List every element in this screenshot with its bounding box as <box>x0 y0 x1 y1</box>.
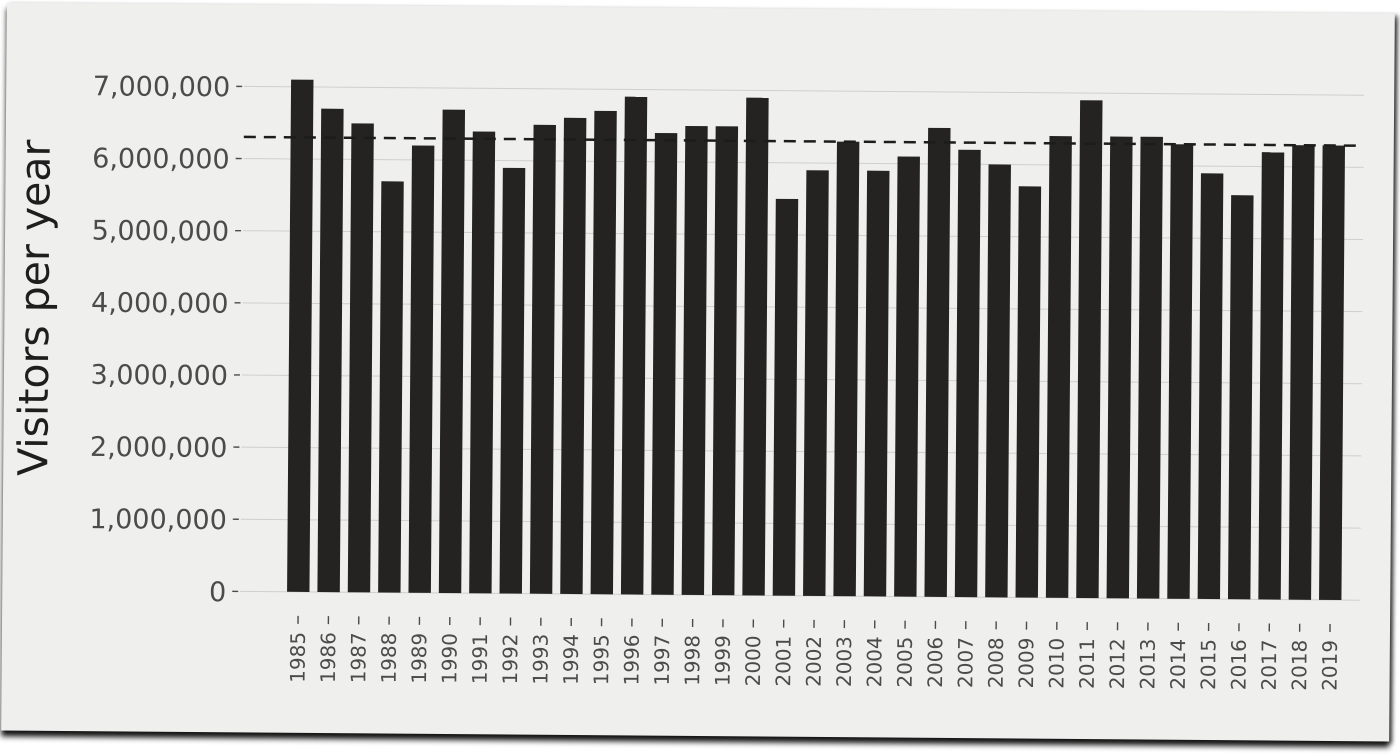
x-tick-label: 1993 <box>528 634 552 685</box>
bar-2002 <box>803 170 829 597</box>
x-tick-label: 1985 <box>286 632 310 683</box>
x-tick-label: 2012 <box>1105 638 1129 689</box>
reference-line-layer <box>243 135 1364 147</box>
x-tick-label: 2018 <box>1287 640 1311 691</box>
bar-2019 <box>1319 145 1345 601</box>
bar-2009 <box>1015 186 1042 598</box>
bar-1989 <box>408 145 435 593</box>
x-tick-label: 1992 <box>498 633 522 684</box>
x-tick-label: 1986 <box>316 632 340 683</box>
x-tick-label: 1998 <box>680 635 704 686</box>
bar-1991 <box>469 131 496 594</box>
bar-2004 <box>863 170 890 597</box>
y-axis: 0 1,000,000 2,000,000 3,000,000 4,000,000 5,0… <box>89 71 243 608</box>
bar-1996 <box>620 96 648 595</box>
bars <box>287 79 1345 601</box>
gridline <box>243 230 1364 241</box>
x-tick-label: 2019 <box>1318 640 1342 691</box>
x-tick-label: 2006 <box>923 637 947 688</box>
bar-2011 <box>1076 100 1103 599</box>
x-axis: 1985 1986 1987 1988 1989 1990 1991 1992 1993 1994… <box>286 615 1342 691</box>
x-tick-label: 2000 <box>741 635 765 686</box>
x-tick-label: 1996 <box>619 634 643 685</box>
bar-1993 <box>529 124 556 594</box>
x-tick-label: 1989 <box>407 633 431 684</box>
bar-2013 <box>1136 136 1163 599</box>
gridline <box>241 446 1362 457</box>
bar-1990 <box>438 109 466 594</box>
x-tick-label: 2005 <box>893 637 917 688</box>
gridline <box>241 374 1362 385</box>
x-tick-label: 2001 <box>771 636 795 687</box>
gridline <box>240 590 1361 601</box>
bar-1988 <box>378 181 404 593</box>
y-axis-label: Visitors per year <box>9 139 60 476</box>
x-tick-label: 1995 <box>589 634 613 685</box>
x-tick-label: 2003 <box>832 636 856 687</box>
bar-2016 <box>1227 195 1254 600</box>
x-tick-label: 2002 <box>802 636 826 687</box>
bar-2014 <box>1167 144 1194 599</box>
x-tick-label: 2004 <box>862 636 886 687</box>
bar-1995 <box>590 110 617 595</box>
x-tick-label: 2014 <box>1166 639 1190 690</box>
gridline <box>244 85 1365 96</box>
bar-1987 <box>347 123 374 593</box>
x-tick-label: 2011 <box>1075 638 1099 689</box>
x-tick-label: 2015 <box>1196 639 1220 690</box>
x-tick-label: 2017 <box>1257 639 1281 690</box>
bar-2001 <box>772 198 799 596</box>
bar-2010 <box>1045 136 1072 598</box>
y-tick-label: 2,000,000 <box>90 432 228 464</box>
bar-2003 <box>833 141 860 597</box>
y-tick-label: 4,000,000 <box>91 288 229 320</box>
y-tick-label: 1,000,000 <box>89 504 227 536</box>
bar-2017 <box>1258 152 1285 600</box>
bar-1992 <box>499 167 526 594</box>
bar-2007 <box>954 149 981 598</box>
y-tick-label: 7,000,000 <box>93 71 231 103</box>
y-tick-label: 6,000,000 <box>92 143 230 175</box>
x-tick-label: 1997 <box>650 635 674 686</box>
bar-2006 <box>924 127 951 597</box>
x-tick-label: 2013 <box>1135 638 1159 689</box>
x-tick-label: 1991 <box>468 633 492 684</box>
reference-line <box>243 135 1364 147</box>
bar-2008 <box>985 164 1011 598</box>
bar-2018 <box>1288 145 1315 600</box>
gridlines <box>240 85 1365 601</box>
paper-card: 0 1,000,000 2,000,000 3,000,000 4,000,000 5,0… <box>1 2 1395 742</box>
bar-2000 <box>742 97 769 596</box>
x-tick-label: 1994 <box>559 634 583 685</box>
x-tick-label: 2009 <box>1014 637 1038 688</box>
x-tick-label: 1990 <box>437 633 461 684</box>
bar-2012 <box>1106 136 1133 599</box>
gridline <box>242 302 1363 313</box>
bar-1994 <box>560 117 587 595</box>
x-tick-label: 1999 <box>710 635 734 686</box>
x-tick-label: 2016 <box>1226 639 1250 690</box>
x-tick-label: 1987 <box>346 632 370 683</box>
bar-1986 <box>317 108 344 593</box>
bar-chart: 0 1,000,000 2,000,000 3,000,000 4,000,000 5,0… <box>9 71 1365 691</box>
bar-2015 <box>1197 173 1224 600</box>
bar-1985 <box>287 79 314 592</box>
x-tick-label: 2008 <box>984 637 1008 688</box>
y-tick-label: 5,000,000 <box>92 216 230 248</box>
gridline <box>240 518 1361 529</box>
bar-2005 <box>894 156 920 597</box>
bar-1998 <box>681 125 708 596</box>
gridline <box>243 158 1364 168</box>
x-tick-label: 1988 <box>377 632 401 683</box>
y-tick-label: 3,000,000 <box>90 360 228 392</box>
x-tick-label: 2007 <box>953 637 977 688</box>
y-tick-label: 0 <box>209 577 226 608</box>
x-tick-label: 2010 <box>1044 638 1068 689</box>
bar-1997 <box>651 132 678 595</box>
bar-1999 <box>711 126 739 596</box>
